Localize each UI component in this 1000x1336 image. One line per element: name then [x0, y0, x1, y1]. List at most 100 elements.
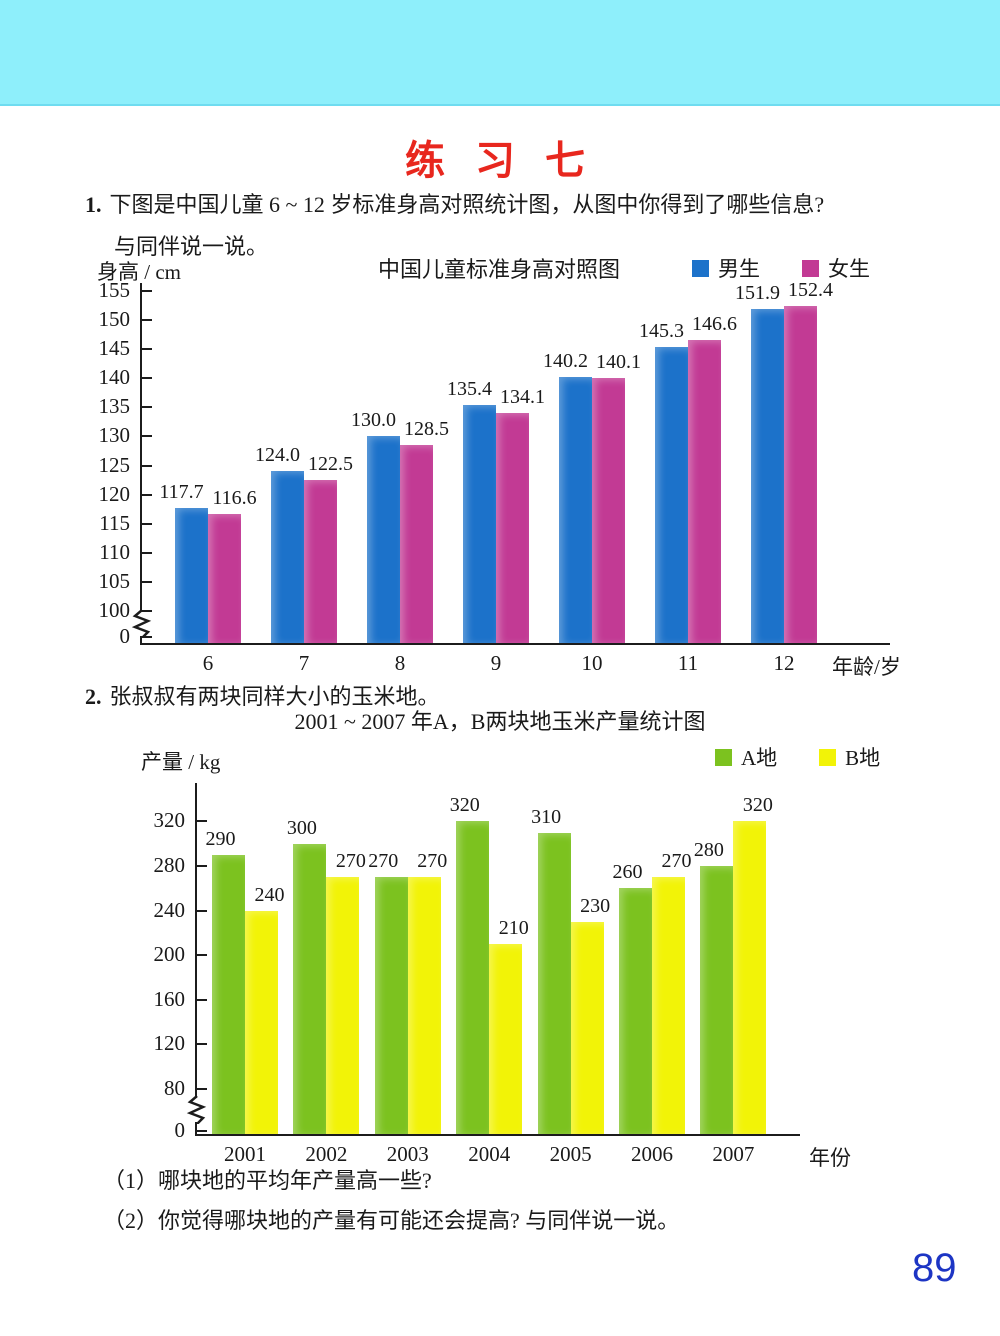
x-tick-label: 10 [581, 651, 603, 675]
bar-value-label: 145.3 [639, 320, 684, 343]
x-tick-label: 9 [490, 651, 502, 675]
y-tick-label: 115 [99, 510, 130, 535]
y-tick [142, 636, 152, 638]
bar-value-label: 260 [612, 861, 643, 884]
bar-女生-10 [592, 377, 625, 643]
page-number: 89 [912, 1246, 957, 1290]
y-tick [197, 998, 207, 1001]
question-2-line: 2. 张叔叔有两块同样大小的玉米地。 [85, 682, 440, 712]
y-tick-label: 320 [153, 808, 186, 833]
y-tick-label: 135 [98, 394, 131, 419]
x-tick-label: 6 [202, 651, 214, 675]
chart2-legend: A地 B地 [715, 742, 880, 772]
bar-B地-2006 [652, 877, 685, 1134]
girls-color-swatch-icon [802, 259, 819, 277]
bar-A地-2002 [293, 843, 327, 1134]
y-tick [142, 435, 152, 438]
y-tick-label: 280 [153, 853, 186, 877]
bar-value-label: 320 [449, 794, 480, 817]
bar-男生-10 [559, 377, 592, 643]
bar-value-label: 140.1 [596, 350, 641, 373]
y-tick [197, 865, 207, 867]
x-tick-label: 8 [394, 651, 406, 675]
y-tick-label: 130 [98, 423, 131, 448]
y-tick-label: 140 [98, 365, 131, 390]
bar-女生-8 [400, 445, 433, 643]
field-b-color-swatch-icon [819, 748, 837, 766]
y-tick [142, 406, 152, 409]
question-1-line-1: 1. 下图是中国儿童 6 ~ 12 岁标准身高对照统计图，从图中你得到了哪些信息? [85, 190, 824, 220]
y-tick [142, 551, 152, 554]
legend-label-boys: 男生 [718, 257, 760, 281]
legend-item-boys: 男生 [692, 253, 760, 283]
field-a-color-swatch-icon [715, 748, 732, 766]
legend-item-field-a: A地 [715, 742, 777, 772]
y-axis-line [140, 283, 142, 645]
bar-value-label: 320 [742, 794, 773, 817]
bar-A地-2004 [456, 821, 490, 1134]
bar-男生-9 [463, 404, 496, 643]
bar-B地-2003 [407, 877, 441, 1134]
bar-B地-2005 [570, 921, 604, 1134]
bar-value-label: 146.6 [692, 312, 737, 335]
bar-value-label: 128.5 [404, 418, 449, 441]
question-1-number: 1. [85, 192, 102, 217]
x-tick-label: 2004 [468, 1142, 511, 1166]
sub-question-1: （1）哪块地的平均年产量高一些? [103, 1168, 432, 1193]
legend-label-field-b: B地 [845, 746, 881, 770]
x-tick-label: 2005 [549, 1142, 592, 1166]
bar-B地-2002 [326, 877, 360, 1134]
y-tick [142, 580, 152, 583]
bar-value-label: 270 [417, 850, 448, 873]
question-1-text: 下图是中国儿童 6 ~ 12 岁标准身高对照统计图，从图中你得到了哪些信息? [109, 192, 825, 217]
bar-男生-7 [271, 471, 304, 643]
y-tick [142, 289, 152, 292]
bar-value-label: 280 [693, 839, 724, 861]
legend-item-girls: 女生 [802, 253, 870, 283]
bar-value-label: 270 [368, 850, 399, 873]
bar-value-label: 134.1 [500, 385, 545, 408]
chart1-y-axis-label: 身高 / cm [97, 260, 181, 284]
y-tick [197, 1130, 207, 1132]
y-tick [142, 522, 152, 525]
bar-value-label: 270 [661, 850, 692, 873]
bar-value-label: 240 [254, 883, 285, 906]
question-1-line-2: 与同伴说一说。 [114, 234, 269, 259]
bar-value-label: 135.4 [447, 377, 492, 400]
bar-女生-7 [304, 480, 337, 643]
bar-value-label: 116.6 [212, 487, 257, 510]
y-tick-label: 110 [99, 539, 130, 564]
chart1-legend: 男生 女生 [692, 253, 870, 283]
y-tick-label: 145 [98, 336, 131, 361]
bar-A地-2003 [374, 877, 408, 1134]
bar-value-label: 152.4 [788, 279, 833, 302]
bar-B地-2007 [733, 821, 767, 1134]
y-tick [142, 610, 152, 612]
x-tick-label: 2002 [305, 1142, 348, 1166]
bar-value-label: 270 [335, 850, 366, 873]
y-tick-label: 160 [153, 986, 186, 1011]
y-tick [142, 493, 152, 496]
y-tick-label: 150 [98, 307, 131, 331]
axis-break-icon [131, 610, 153, 638]
legend-label-girls: 女生 [828, 257, 870, 281]
boys-color-swatch-icon [692, 259, 709, 277]
sub-question-2: （2）你觉得哪块地的产量有可能还会提高? 与同伴说一说。 [103, 1208, 680, 1233]
y-tick-label: 0 [174, 1118, 186, 1142]
bar-A地-2001 [212, 854, 245, 1134]
y-tick-label: 155 [98, 277, 131, 302]
bar-A地-2006 [619, 888, 652, 1134]
bar-value-label: 117.7 [159, 480, 204, 503]
bar-女生-6 [208, 514, 241, 643]
axis-break-icon [186, 1096, 208, 1124]
y-tick-label: 0 [119, 624, 131, 648]
corn-production-chart: 产量 / kg A地 B地 年份 290 240 2001 300 270 2002 270… [95, 738, 985, 1178]
bar-value-label: 310 [531, 805, 562, 828]
bar-value-label: 300 [286, 816, 317, 839]
bar-B地-2004 [489, 944, 523, 1134]
bar-男生-6 [175, 507, 208, 643]
bar-value-label: 140.2 [543, 350, 588, 373]
y-tick-label: 240 [153, 897, 186, 922]
y-tick [197, 1088, 207, 1090]
y-tick-label: 120 [153, 1031, 186, 1056]
